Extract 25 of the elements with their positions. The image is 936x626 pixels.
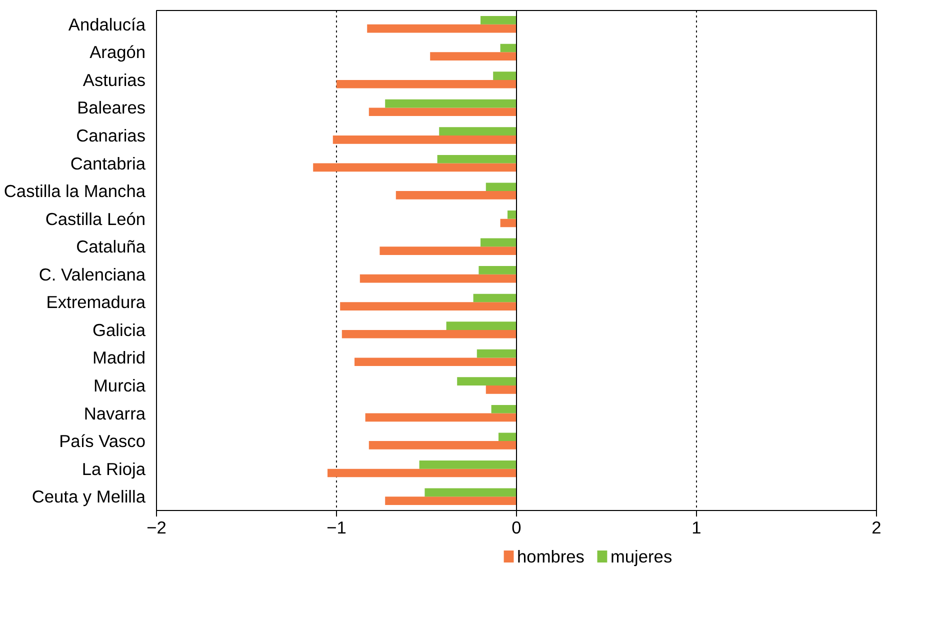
y-tick-label: País Vasco — [59, 431, 146, 452]
y-tick-label: Madrid — [92, 348, 146, 368]
y-tick-label: La Rioja — [82, 458, 146, 479]
y-tick-label: Murcia — [94, 376, 146, 396]
y-tick-label: Cantabria — [70, 153, 146, 174]
y-tick-label: Aragón — [90, 42, 146, 62]
x-tick-label: 2 — [872, 518, 882, 538]
y-tick-label: Extremadura — [46, 292, 146, 312]
y-tick-label: Castilla la Mancha — [4, 181, 146, 202]
y-tick-label: Castilla León — [45, 208, 146, 229]
legend-label: mujeres — [610, 546, 672, 566]
y-tick-label: Navarra — [84, 403, 146, 424]
x-tick-label: 1 — [692, 518, 702, 538]
y-tick-label: Ceuta y Melilla — [32, 486, 146, 507]
y-tick-label: Andalucía — [68, 14, 146, 34]
legend-label: hombres — [517, 546, 585, 566]
y-tick-label: Canarias — [76, 126, 146, 146]
y-tick-label: Asturias — [82, 70, 146, 90]
y-tick-label: Cataluña — [76, 236, 146, 257]
x-tick-label: −2 — [146, 518, 166, 538]
x-tick-label: 0 — [512, 518, 522, 538]
y-tick-label: Galicia — [92, 320, 146, 340]
x-tick-label: −1 — [326, 518, 346, 538]
y-tick-label: C. Valenciana — [38, 264, 146, 284]
y-tick-label: Baleares — [77, 98, 146, 118]
